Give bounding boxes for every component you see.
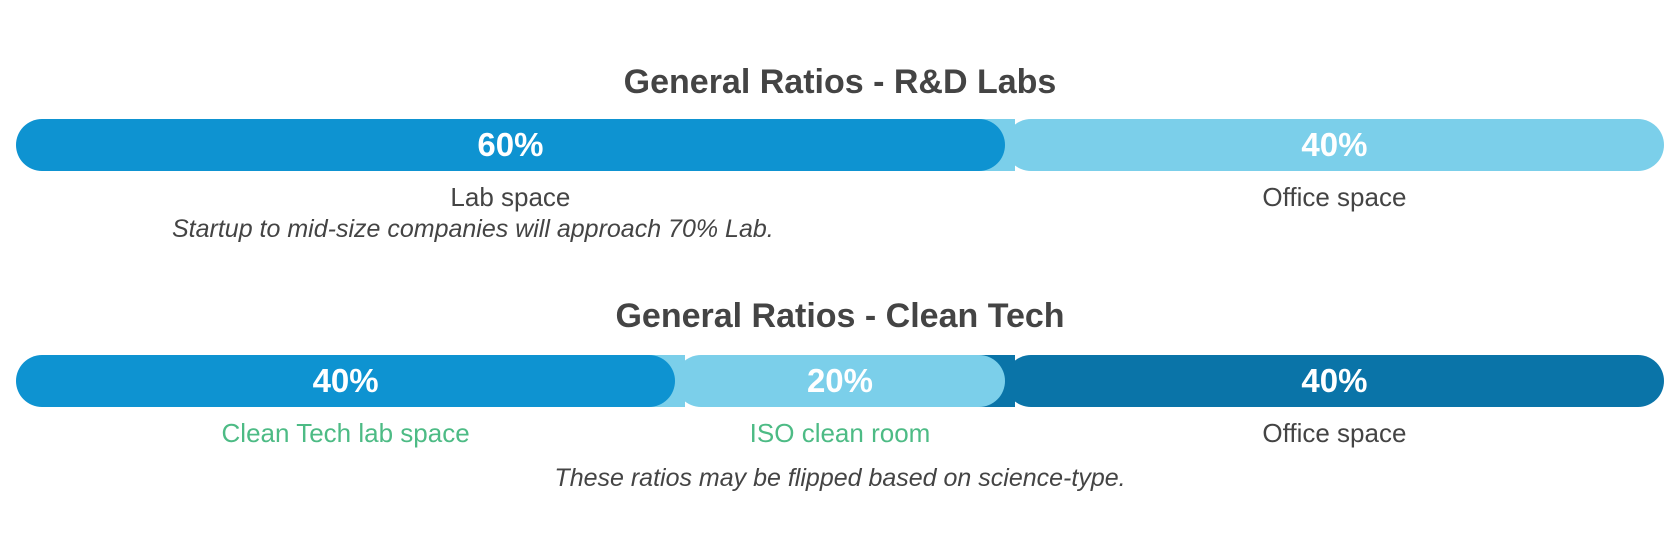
bar-segment-value: 40% xyxy=(1301,126,1368,163)
stacked-bar-rd-labs: 40% 60% xyxy=(16,119,1664,171)
segment-label: Clean Tech lab space xyxy=(221,418,470,448)
bar-segment-1: 40% xyxy=(16,355,676,407)
bar-segment-3: 40% xyxy=(1004,355,1664,407)
bar-segment-2: 40% xyxy=(1004,119,1664,171)
chart-title-rd-labs: General Ratios - R&D Labs xyxy=(623,63,1057,101)
bar-segment-value: 20% xyxy=(806,362,874,399)
bar-segment-2: 20% xyxy=(675,355,1005,407)
chart-title-clean-tech: General Ratios - Clean Tech xyxy=(615,297,1065,335)
bar-segment-value: 40% xyxy=(1301,362,1368,399)
bar-segment-value: 40% xyxy=(312,362,379,399)
stacked-bar-clean-tech: 40% 20% 40% xyxy=(16,355,1664,407)
bar-segment-1: 60% xyxy=(16,119,1005,171)
note-clean-tech: These ratios may be flipped based on sci… xyxy=(554,464,1126,492)
bar-segment-value: 60% xyxy=(477,126,544,163)
segment-label: Lab space xyxy=(450,182,571,212)
segment-label: Office space xyxy=(1262,418,1407,448)
note-rd-labs: Startup to mid-size companies will appro… xyxy=(172,215,774,243)
segment-label: ISO clean room xyxy=(749,418,931,448)
segment-label: Office space xyxy=(1262,182,1407,212)
